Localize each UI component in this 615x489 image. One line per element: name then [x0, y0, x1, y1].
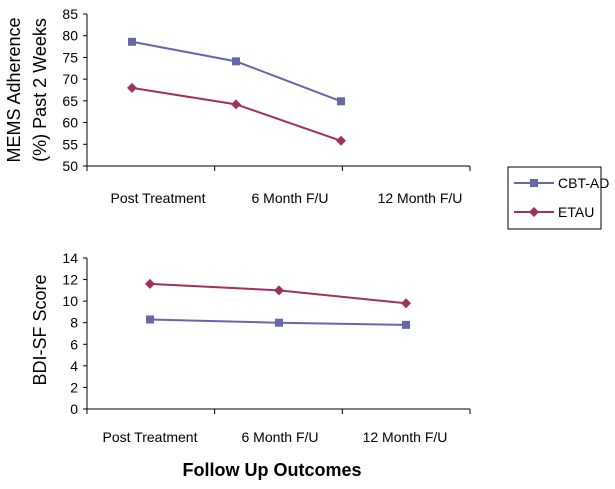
y-tick-label: 80 [62, 28, 78, 44]
data-point-cbt-ad [337, 97, 345, 106]
y-tick-label: 10 [62, 293, 78, 309]
y-tick-label: 6 [70, 336, 78, 352]
y-tick-label: 65 [62, 93, 78, 109]
data-point-cbt-ad [146, 315, 154, 324]
y-axis-label: (%) Past 2 Weeks [30, 18, 50, 162]
legend-marker-etau [529, 207, 539, 217]
legend-label-etau: ETAU [558, 204, 594, 220]
x-tick-label: 6 Month F/U [251, 190, 328, 206]
bdi-chart: 0 2 4 6 8 10 12 14 Post Treatment 6 Month F/U 12 M… [30, 250, 471, 445]
legend-label-cbt-ad: CBT-AD [558, 175, 609, 191]
data-point-etau [274, 285, 284, 296]
y-tick-label: 50 [62, 158, 78, 174]
data-point-cbt-ad [275, 318, 283, 327]
y-tick-label: 70 [62, 71, 78, 87]
series-line-etau [131, 86, 342, 142]
y-tick-label: 85 [62, 6, 78, 22]
y-tick-label: 55 [62, 136, 78, 152]
data-point-etau [401, 298, 411, 309]
data-point-cbt-ad [402, 320, 410, 329]
data-point-etau [336, 135, 346, 146]
data-point-etau [145, 278, 155, 289]
legend-marker-cbt-ad [530, 179, 538, 187]
y-tick-label: 8 [70, 315, 78, 331]
y-tick-label: 60 [62, 115, 78, 131]
y-axis-label: BDI-SF Score [30, 274, 50, 385]
legend-box [507, 166, 602, 230]
adherence-chart: 50 55 60 65 70 75 80 85 Post Treatment 6 Month F/… [4, 6, 471, 206]
x-axis-title: Follow Up Outcomes [182, 460, 361, 480]
y-tick-label: 2 [70, 379, 78, 395]
x-tick-label: 12 Month F/U [363, 429, 448, 445]
y-tick-label: 4 [70, 358, 78, 374]
data-point-etau [231, 99, 241, 110]
y-tick-label: 12 [62, 272, 78, 288]
legend: CBT-AD ETAU [507, 166, 609, 230]
x-tick-label: 12 Month F/U [378, 190, 463, 206]
y-tick-label: 75 [62, 49, 78, 65]
x-tick-label: 6 Month F/U [241, 429, 318, 445]
data-point-etau [127, 82, 137, 93]
data-point-cbt-ad [128, 37, 136, 46]
data-point-cbt-ad [232, 57, 240, 66]
y-tick-label: 0 [70, 401, 78, 417]
y-axis-label: MEMS Adherence [4, 17, 24, 162]
x-tick-label: Post Treatment [111, 190, 206, 206]
y-tick-label: 14 [62, 250, 78, 266]
x-tick-label: Post Treatment [103, 429, 198, 445]
